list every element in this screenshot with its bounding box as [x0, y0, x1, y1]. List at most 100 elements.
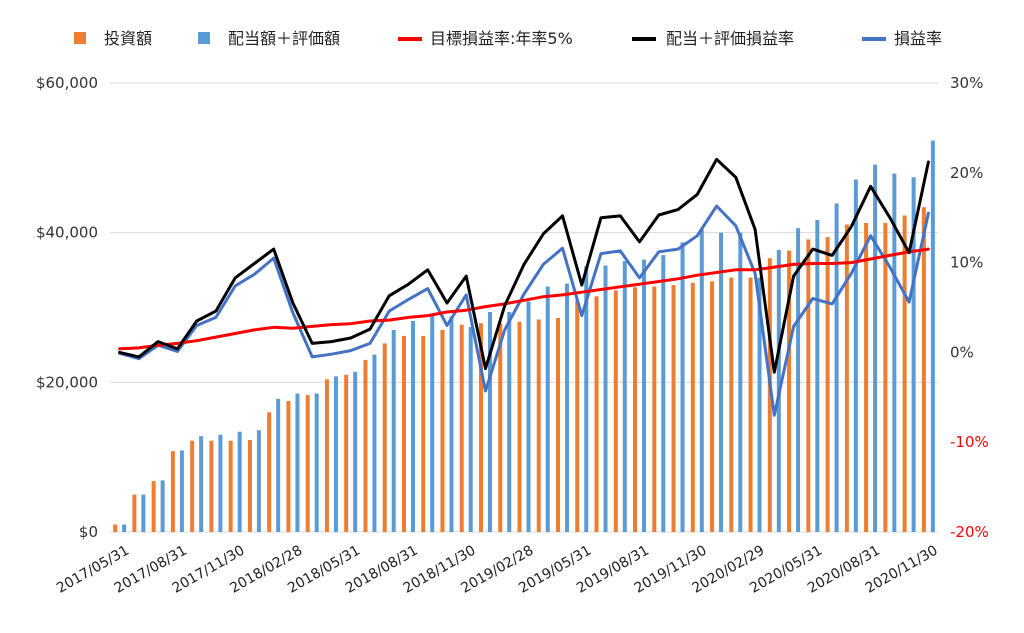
- y-right-tick: 30%: [950, 74, 983, 92]
- bar-valuation: [757, 277, 762, 532]
- bar-investment: [324, 379, 329, 532]
- legend-item-rate: 損益率: [862, 29, 942, 48]
- bar-investment: [478, 323, 483, 532]
- bar-investment: [344, 374, 349, 532]
- bar-valuation: [410, 320, 415, 532]
- bar-investment: [594, 296, 599, 532]
- bar-valuation: [122, 524, 127, 532]
- bar-valuation: [873, 164, 878, 532]
- bar-valuation: [179, 450, 184, 532]
- bar-valuation: [256, 430, 261, 532]
- bar-valuation: [738, 232, 743, 532]
- bar-investment: [247, 439, 252, 532]
- bar-investment: [267, 412, 272, 532]
- bar-investment: [883, 222, 888, 532]
- bar-valuation: [853, 179, 858, 532]
- total-rate-line: [118, 157, 930, 374]
- bar-investment: [113, 524, 118, 532]
- bar-investment: [151, 481, 156, 532]
- bar-valuation: [487, 311, 492, 532]
- bar-investment: [844, 224, 849, 532]
- bar-valuation: [796, 228, 801, 532]
- lines: [118, 157, 930, 417]
- bar-valuation: [507, 311, 512, 532]
- bar-valuation: [430, 315, 435, 532]
- legend-label-target-rate: 目標損益率:年率5%: [430, 29, 573, 48]
- bar-valuation: [372, 354, 377, 532]
- bar-valuation: [719, 232, 724, 532]
- bar-valuation: [565, 283, 570, 532]
- bar-valuation: [526, 301, 531, 532]
- bar-investment: [382, 343, 387, 532]
- bar-investment: [401, 335, 406, 532]
- bar-valuation: [680, 242, 685, 532]
- bar-valuation: [295, 393, 300, 532]
- bar-investment: [671, 285, 676, 532]
- legend-swatch-investment: [74, 32, 86, 44]
- bar-valuation: [930, 140, 935, 532]
- y-left-tick: $60,000: [36, 74, 98, 92]
- legend-item-valuation: 配当額＋評価額: [198, 29, 340, 48]
- bar-valuation: [892, 173, 897, 532]
- bar-valuation: [449, 316, 454, 532]
- bar-investment: [286, 401, 291, 532]
- bar-investment: [729, 277, 734, 532]
- bar-investment: [864, 222, 869, 532]
- y-axis-left-labels: $0 $20,000 $40,000 $60,000: [36, 74, 98, 541]
- bar-valuation: [160, 480, 165, 532]
- target-rate-line: [118, 247, 930, 351]
- bar-investment: [902, 215, 907, 532]
- bar-investment: [228, 440, 233, 532]
- bar-investment: [556, 317, 561, 532]
- y-left-tick: $40,000: [36, 224, 98, 242]
- y-right-tick: 10%: [950, 254, 983, 272]
- bar-valuation: [699, 229, 704, 532]
- bar-investment: [421, 335, 426, 532]
- bar-investment: [633, 287, 638, 532]
- bar-investment: [825, 237, 830, 532]
- legend-label-total-rate: 配当＋評価損益率: [666, 29, 794, 48]
- bar-investment: [690, 282, 695, 532]
- bar-valuation: [815, 219, 820, 532]
- rate-line: [118, 204, 930, 417]
- y-right-tick: 0%: [950, 343, 974, 361]
- bar-investment: [748, 277, 753, 532]
- bar-valuation: [333, 376, 338, 532]
- bar-valuation: [603, 265, 608, 532]
- gridlines: [110, 82, 938, 533]
- bar-valuation: [642, 259, 647, 532]
- y-right-tick: -20%: [950, 523, 989, 541]
- y-axis-right-labels: -20% -10% 0% 10% 20% 30%: [950, 74, 989, 541]
- bar-investment: [536, 319, 541, 532]
- y-left-tick: $0: [79, 523, 98, 541]
- bar-valuation: [622, 261, 627, 532]
- bar-investment: [459, 324, 464, 532]
- bar-investment: [710, 281, 715, 532]
- bar-investment: [440, 329, 445, 532]
- bar-valuation: [218, 434, 223, 532]
- bar-investment: [498, 323, 503, 532]
- bar-investment: [806, 239, 811, 532]
- bar-valuation: [353, 371, 358, 532]
- bar-valuation: [199, 436, 204, 532]
- bar-investment: [921, 207, 926, 532]
- x-axis-labels: 2017/05/312017/08/312017/11/302018/02/28…: [54, 543, 941, 597]
- bar-valuation: [141, 494, 146, 532]
- bar-investment: [190, 440, 195, 532]
- bars: [113, 140, 935, 533]
- bar-investment: [132, 494, 137, 532]
- bar-investment: [613, 290, 618, 532]
- bar-valuation: [314, 393, 319, 532]
- y-right-tick: 20%: [950, 164, 983, 182]
- legend-item-total-rate: 配当＋評価損益率: [632, 29, 794, 48]
- bar-investment: [305, 395, 310, 532]
- legend-item-target-rate: 目標損益率:年率5%: [398, 29, 573, 48]
- bar-investment: [170, 451, 175, 532]
- legend-swatch-valuation: [198, 32, 210, 44]
- bar-valuation: [661, 255, 666, 532]
- bar-valuation: [834, 203, 839, 532]
- bar-valuation: [276, 398, 281, 532]
- y-left-tick: $20,000: [36, 373, 98, 391]
- legend-label-valuation: 配当額＋評価額: [228, 29, 340, 48]
